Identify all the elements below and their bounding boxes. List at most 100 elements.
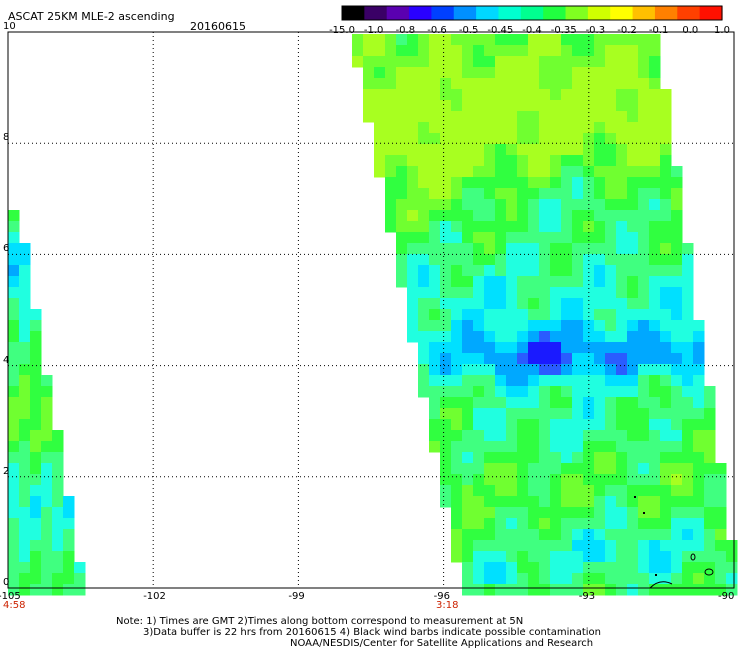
- wind-cell: [473, 375, 485, 387]
- wind-cell: [583, 166, 595, 178]
- wind-cell: [605, 441, 617, 453]
- wind-cell: [473, 573, 485, 585]
- wind-cell: [429, 386, 441, 398]
- wind-cell: [693, 529, 705, 541]
- wind-cell: [550, 463, 562, 475]
- wind-cell: [682, 430, 694, 442]
- wind-cell: [572, 507, 584, 519]
- wind-cell: [572, 243, 584, 255]
- wind-cell: [41, 375, 53, 387]
- wind-cell: [41, 551, 53, 563]
- wind-cell: [506, 232, 518, 244]
- wind-cell: [539, 265, 551, 277]
- wind-cell: [451, 529, 463, 541]
- wind-cell: [440, 111, 452, 123]
- note-line-1: Note: 1) Times are GMT 2)Times along bot…: [116, 616, 524, 627]
- wind-cell: [484, 485, 496, 497]
- wind-cell: [627, 496, 639, 508]
- wind-cell: [539, 331, 551, 343]
- wind-cell: [528, 529, 540, 541]
- wind-cell: [385, 34, 397, 46]
- wind-cell: [517, 463, 529, 475]
- wind-cell: [550, 331, 562, 343]
- wind-cell: [462, 78, 474, 90]
- wind-cell: [594, 518, 606, 530]
- wind-cell: [385, 144, 397, 156]
- wind-cell: [473, 331, 485, 343]
- wind-cell: [583, 254, 595, 266]
- wind-cell: [649, 67, 661, 79]
- wind-cell: [616, 122, 628, 134]
- wind-cell: [528, 375, 540, 387]
- wind-cell: [407, 100, 419, 112]
- wind-cell: [517, 89, 529, 101]
- wind-cell: [30, 463, 42, 475]
- wind-cell: [550, 166, 562, 178]
- wind-cell: [517, 67, 529, 79]
- wind-cell: [484, 342, 496, 354]
- wind-cell: [660, 529, 672, 541]
- wind-cell: [440, 155, 452, 167]
- wind-cell: [506, 166, 518, 178]
- wind-cell: [693, 551, 705, 563]
- wind-cell: [605, 584, 617, 596]
- wind-cell: [627, 540, 639, 552]
- wind-cell: [63, 507, 75, 519]
- wind-cell: [605, 397, 617, 409]
- wind-cell: [561, 287, 573, 299]
- wind-cell: [462, 56, 474, 68]
- wind-cell: [528, 78, 540, 90]
- wind-cell: [517, 155, 529, 167]
- wind-cell: [528, 276, 540, 288]
- wind-cell: [572, 56, 584, 68]
- wind-cell: [561, 133, 573, 145]
- wind-cell: [473, 34, 485, 46]
- wind-cell: [462, 89, 474, 101]
- wind-cell: [19, 298, 31, 310]
- wind-cell: [440, 298, 452, 310]
- wind-cell: [473, 529, 485, 541]
- wind-cell: [550, 67, 562, 79]
- wind-cell: [605, 122, 617, 134]
- wind-cell: [495, 419, 507, 431]
- wind-cell: [8, 584, 20, 596]
- wind-cell: [462, 221, 474, 233]
- wind-cell: [41, 573, 53, 585]
- wind-cell: [682, 331, 694, 343]
- wind-cell: [539, 364, 551, 376]
- wind-cell: [484, 573, 496, 585]
- wind-cell: [605, 56, 617, 68]
- wind-cell: [660, 430, 672, 442]
- wind-cell: [473, 485, 485, 497]
- wind-cell: [594, 507, 606, 519]
- colorbar-swatch: [364, 6, 388, 20]
- wind-cell: [671, 342, 683, 354]
- colorbar-swatch: [342, 6, 365, 20]
- note-line-2: 3)Data buffer is 22 hrs from 20160615 4)…: [143, 627, 601, 638]
- wind-cell: [561, 232, 573, 244]
- wind-cell: [407, 298, 419, 310]
- wind-cell: [616, 67, 628, 79]
- wind-cell: [616, 584, 628, 596]
- wind-cell: [594, 441, 606, 453]
- wind-cell: [605, 342, 617, 354]
- wind-cell: [594, 540, 606, 552]
- wind-cell: [462, 177, 474, 189]
- wind-cell: [605, 45, 617, 57]
- wind-cell: [660, 166, 672, 178]
- wind-cell: [484, 133, 496, 145]
- wind-cell: [616, 408, 628, 420]
- wind-cell: [660, 331, 672, 343]
- wind-cell: [462, 45, 474, 57]
- wind-cell: [517, 474, 529, 486]
- wind-cell: [561, 254, 573, 266]
- wind-cell: [638, 386, 650, 398]
- wind-cell: [649, 507, 661, 519]
- wind-cell: [539, 540, 551, 552]
- wind-cell: [8, 562, 20, 574]
- wind-cell: [462, 507, 474, 519]
- wind-cell: [671, 441, 683, 453]
- colorbar-label: 0.0: [682, 25, 699, 36]
- wind-cell: [418, 89, 430, 101]
- wind-cell: [539, 276, 551, 288]
